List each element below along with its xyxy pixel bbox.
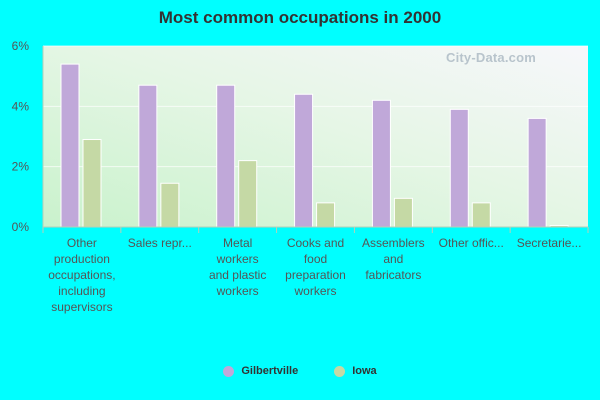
bar-iowa-5 <box>471 202 491 228</box>
x-category-label-6: Secretarie... <box>517 236 582 250</box>
watermark: City-Data.com <box>446 50 537 65</box>
chart-title: Most common occupations in 2000 <box>158 8 442 27</box>
bar-iowa-0 <box>82 139 102 228</box>
bar-gilbertville-2 <box>216 84 236 228</box>
y-tick-label: 2% <box>12 160 30 174</box>
bar-gilbertville-6 <box>527 117 547 228</box>
x-category-label-5: Other offic... <box>439 236 504 250</box>
x-category-label-1: Sales repr... <box>128 236 192 250</box>
legend-swatch-series-2 <box>334 365 346 377</box>
legend-item-series-2: Iowa <box>334 365 377 377</box>
bar-iowa-4 <box>393 197 413 228</box>
bar-iowa-1 <box>160 182 180 228</box>
bar-gilbertville-4 <box>371 99 391 228</box>
bar-gilbertville-5 <box>449 108 469 228</box>
y-tick-label: 6% <box>12 39 30 53</box>
bar-iowa-3 <box>316 202 336 228</box>
legend-swatch-series-1 <box>223 365 235 377</box>
bar-gilbertville-3 <box>294 93 314 228</box>
plot-background <box>43 46 588 227</box>
x-category-label-4: Assemblers and fabricators <box>362 236 425 282</box>
bar-gilbertville-1 <box>138 84 158 228</box>
legend-label-series-2: Iowa <box>352 365 377 377</box>
x-category-label-0: Other production occupations, including supe… <box>48 236 115 314</box>
x-category-label-3: Cooks and food preparation workers <box>285 236 346 298</box>
y-tick-label: 0% <box>12 220 30 234</box>
y-tick-label: 4% <box>12 99 30 113</box>
legend: Gilbertville Iowa <box>0 365 600 377</box>
bar-gilbertville-0 <box>60 63 80 228</box>
legend-item-series-1: Gilbertville <box>223 365 298 377</box>
legend-label-series-1: Gilbertville <box>241 365 299 377</box>
x-category-label-2: Metal workers and plastic workers <box>209 236 266 298</box>
bar-iowa-2 <box>238 160 258 228</box>
